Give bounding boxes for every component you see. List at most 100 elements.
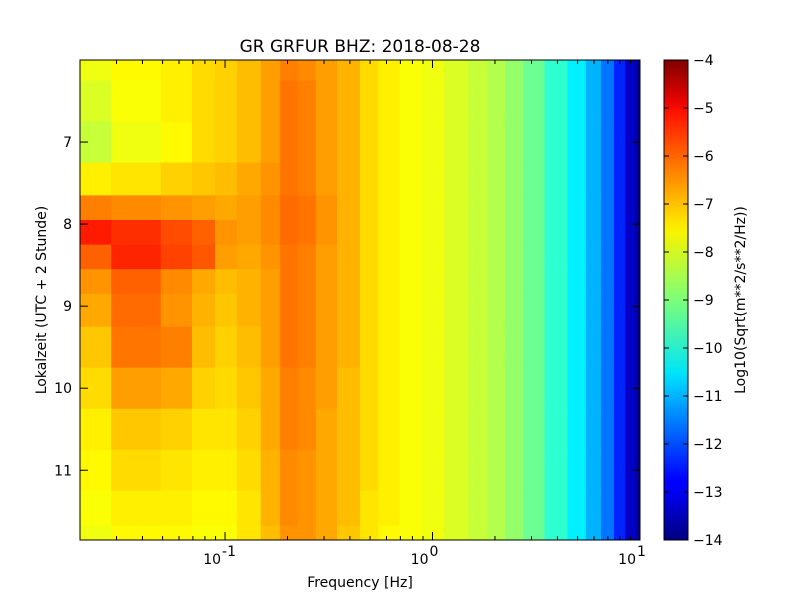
heatmap-cell [600, 293, 615, 328]
chart-title: GR GRFUR BHZ: 2018-08-28 [240, 37, 481, 57]
heatmap-cell [635, 195, 640, 221]
heatmap-cell [378, 220, 401, 246]
heatmap-cell [567, 60, 587, 82]
heatmap-cell [191, 244, 216, 270]
heatmap-cell [399, 367, 424, 410]
heatmap-cell [468, 244, 489, 270]
heatmap-cell [613, 269, 626, 295]
heatmap-cell [280, 525, 299, 540]
heatmap-cell [505, 121, 524, 164]
heatmap-cell [585, 220, 602, 246]
y-tick-label: 10 [54, 381, 72, 397]
heatmap-cell [214, 80, 238, 123]
heatmap-cell [635, 244, 640, 270]
heatmap-cell [567, 408, 587, 451]
heatmap-cell [336, 408, 361, 451]
heatmap-cell [399, 80, 424, 123]
heatmap-cell [600, 525, 615, 540]
heatmap-cell [523, 525, 546, 540]
heatmap-cell [80, 326, 112, 369]
heatmap-cell [487, 220, 506, 246]
heatmap-cell [260, 244, 281, 270]
heatmap-cell [625, 121, 636, 164]
heatmap-cell [280, 408, 299, 451]
heatmap-cell [214, 408, 238, 451]
heatmap-cell [378, 195, 401, 221]
heatmap-cell [487, 293, 506, 328]
heatmap-cell [297, 367, 317, 410]
heatmap-cell [315, 80, 338, 123]
heatmap-cell [280, 220, 299, 246]
heatmap-cell [280, 326, 299, 369]
heatmap-cell [544, 244, 569, 270]
heatmap-cell [160, 60, 193, 82]
heatmap-cell [487, 195, 506, 221]
heatmap-cell [625, 326, 636, 369]
heatmap-cell [635, 293, 640, 328]
heatmap-cell [613, 293, 626, 328]
heatmap-cell [260, 121, 281, 164]
heatmap-cell [422, 326, 445, 369]
heatmap-cell [315, 195, 338, 221]
heatmap-cell [191, 162, 216, 196]
heatmap-cell [260, 195, 281, 221]
heatmap-cell [236, 162, 262, 196]
heatmap-cell [360, 244, 379, 270]
heatmap-cell [360, 269, 379, 295]
heatmap-cell [260, 326, 281, 369]
heatmap-cell [297, 293, 317, 328]
colorbar-tick-label: −8 [693, 245, 714, 261]
heatmap-cell [191, 269, 216, 295]
heatmap-cell [191, 449, 216, 492]
heatmap-cell [613, 121, 626, 164]
heatmap-cell [315, 269, 338, 295]
heatmap-cell [236, 449, 262, 492]
heatmap-cell [191, 195, 216, 221]
colorbar-ticks: −4 −5 −6 −7 −8 −9 −10 −11 −12 −13 −14 [664, 53, 723, 549]
heatmap-cell [160, 162, 193, 196]
heatmap-cell [260, 490, 281, 527]
heatmap-cell [260, 408, 281, 451]
heatmap-cell [315, 60, 338, 82]
heatmap-cell [585, 326, 602, 369]
y-tick-label: 8 [63, 217, 72, 233]
heatmap-cell [280, 449, 299, 492]
heatmap-cell [360, 195, 379, 221]
heatmap-cell [585, 60, 602, 82]
heatmap-cell [468, 525, 489, 540]
heatmap-cell [505, 449, 524, 492]
heatmap-cell [191, 80, 216, 123]
heatmap-cell [422, 220, 445, 246]
heatmap-cell [111, 293, 162, 328]
heatmap-cell [336, 220, 361, 246]
heatmap-cell [422, 449, 445, 492]
heatmap-cell [422, 408, 445, 451]
heatmap-cell [585, 195, 602, 221]
heatmap-cell [422, 490, 445, 527]
heatmap-cell [444, 525, 469, 540]
heatmap-cell [567, 293, 587, 328]
heatmap-cell [360, 525, 379, 540]
heatmap-cell [378, 449, 401, 492]
heatmap-cell [600, 326, 615, 369]
heatmap-cell [336, 326, 361, 369]
heatmap-cell [625, 162, 636, 196]
heatmap-cell [191, 525, 216, 540]
heatmap-cell [399, 293, 424, 328]
heatmap-cell [80, 162, 112, 196]
heatmap-cell [625, 195, 636, 221]
heatmap-cell [422, 195, 445, 221]
heatmap-cell [399, 244, 424, 270]
heatmap-cell [468, 269, 489, 295]
colorbar-tick-label: −12 [693, 437, 723, 453]
heatmap-cell [585, 367, 602, 410]
heatmap-cell [399, 121, 424, 164]
heatmap-cell [505, 244, 524, 270]
heatmap-cell [214, 449, 238, 492]
heatmap-cell [336, 80, 361, 123]
heatmap-cell [585, 121, 602, 164]
heatmap-cell [280, 162, 299, 196]
heatmap-cell [468, 293, 489, 328]
heatmap-cell [422, 60, 445, 82]
